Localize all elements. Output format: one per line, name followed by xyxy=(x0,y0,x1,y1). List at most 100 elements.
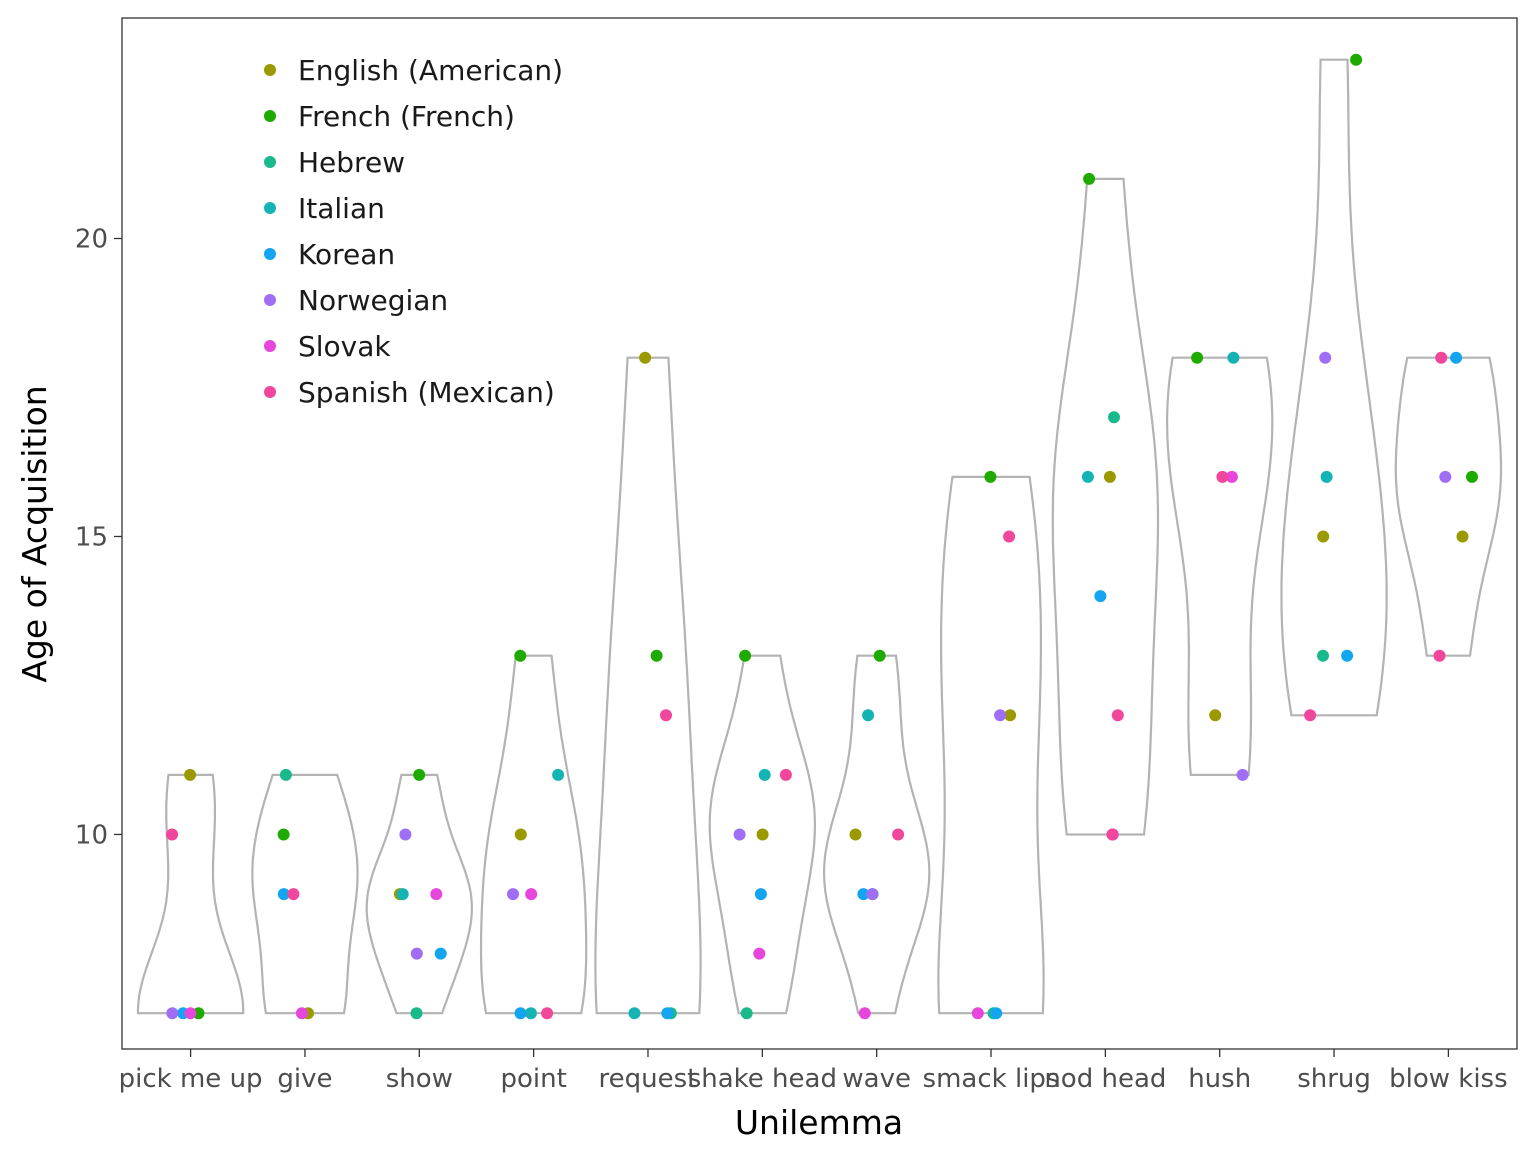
point-italian-wave xyxy=(862,709,875,722)
points-layer xyxy=(166,53,1478,1020)
point-slovak-give xyxy=(295,1007,308,1020)
legend-label-slovak: Slovak xyxy=(298,330,391,363)
point-korean-shrug xyxy=(1341,649,1354,662)
point-korean-blow-kiss xyxy=(1450,351,1463,364)
point-norwegian-blow-kiss xyxy=(1439,470,1452,483)
point-english-american-request xyxy=(639,351,652,364)
point-norwegian-show xyxy=(410,947,423,960)
legend-label-french-french: French (French) xyxy=(298,100,515,133)
point-korean-shake-head xyxy=(754,888,767,901)
y-tick-label-10: 10 xyxy=(75,820,108,850)
point-italian-show xyxy=(396,888,409,901)
point-norwegian-shrug xyxy=(1319,351,1332,364)
point-italian-point xyxy=(552,768,565,781)
x-tick-label-request: request xyxy=(599,1064,698,1094)
point-korean-smack-lips xyxy=(990,1007,1003,1020)
legend-key-korean xyxy=(264,248,276,260)
point-french-french-wave xyxy=(873,649,886,662)
x-tick-label-show: show xyxy=(386,1064,453,1094)
y-axis: 10 15 20 xyxy=(75,225,122,850)
x-tick-label-shrug: shrug xyxy=(1297,1064,1371,1094)
violin-wave xyxy=(823,654,931,1015)
point-norwegian-shake-head xyxy=(733,828,746,841)
point-korean-point xyxy=(514,1007,527,1020)
point-hebrew-nod-head xyxy=(1108,411,1120,424)
legend-label-english-american: English (American) xyxy=(298,54,563,87)
legend: English (American) French (French) Hebrew I… xyxy=(264,54,563,409)
point-italian-hush xyxy=(1227,351,1240,364)
point-english-american-shake-head xyxy=(756,828,769,841)
legend-label-hebrew: Hebrew xyxy=(298,146,405,179)
violin-blow-kiss xyxy=(1394,356,1503,657)
point-korean-nod-head xyxy=(1094,590,1107,603)
point-italian-point xyxy=(524,1007,537,1020)
x-tick-label-blow-kiss: blow kiss xyxy=(1389,1064,1508,1094)
point-english-american-pick-me-up xyxy=(184,768,197,781)
x-tick-label-nod-head: nod head xyxy=(1044,1064,1166,1094)
point-spanish-mexican-wave xyxy=(892,828,905,841)
point-korean-give xyxy=(277,888,290,901)
point-french-french-shrug xyxy=(1350,53,1363,66)
point-french-french-give xyxy=(277,828,290,841)
x-tick-label-wave: wave xyxy=(842,1064,911,1094)
point-spanish-mexican-pick-me-up xyxy=(166,828,179,841)
violin-point xyxy=(479,654,588,1015)
point-slovak-point xyxy=(525,888,538,901)
point-spanish-mexican-blow-kiss xyxy=(1433,649,1446,662)
point-english-american-wave xyxy=(849,828,862,841)
legend-key-hebrew xyxy=(264,156,276,168)
point-norwegian-wave xyxy=(866,888,879,901)
point-french-french-point xyxy=(514,649,527,662)
point-spanish-mexican-point xyxy=(541,1007,554,1020)
point-italian-shrug xyxy=(1320,470,1333,483)
legend-label-norwegian: Norwegian xyxy=(298,284,448,317)
point-slovak-wave xyxy=(858,1007,871,1020)
point-korean-show xyxy=(434,947,447,960)
point-spanish-mexican-smack-lips xyxy=(1003,530,1016,543)
point-spanish-mexican-nod-head xyxy=(1111,709,1124,722)
point-italian-shake-head xyxy=(758,768,771,781)
violin-smack-lips xyxy=(937,475,1045,1015)
legend-label-korean: Korean xyxy=(298,238,395,271)
point-italian-nod-head xyxy=(1081,470,1094,483)
point-hebrew-show xyxy=(410,1007,423,1020)
point-english-american-smack-lips xyxy=(1004,709,1017,722)
point-english-american-blow-kiss xyxy=(1456,530,1469,543)
legend-key-italian xyxy=(264,202,276,214)
violin-nod-head xyxy=(1051,177,1160,836)
point-spanish-mexican-shrug xyxy=(1304,709,1317,722)
point-spanish-mexican-shake-head xyxy=(779,768,792,781)
point-spanish-mexican-blow-kiss xyxy=(1435,351,1448,364)
plot-panel-border xyxy=(121,17,1518,1050)
point-hebrew-shake-head xyxy=(740,1007,753,1020)
x-tick-label-point: point xyxy=(500,1064,566,1094)
y-axis-title: Age of Acquisition xyxy=(15,385,54,682)
y-tick-label-20: 20 xyxy=(75,225,108,255)
point-french-french-blow-kiss xyxy=(1466,470,1478,483)
violin-hush xyxy=(1166,356,1274,776)
violin-pick-me-up xyxy=(136,773,245,1015)
point-english-american-nod-head xyxy=(1103,470,1116,483)
point-french-french-smack-lips xyxy=(984,470,997,483)
point-hebrew-shrug xyxy=(1317,649,1329,662)
point-korean-wave xyxy=(857,888,870,901)
point-french-french-nod-head xyxy=(1083,172,1096,185)
point-spanish-mexican-hush xyxy=(1216,470,1229,483)
point-slovak-hush xyxy=(1225,470,1238,483)
point-norwegian-show xyxy=(399,828,412,841)
point-norwegian-point xyxy=(507,888,519,901)
point-english-american-hush xyxy=(1209,709,1222,722)
point-slovak-smack-lips xyxy=(971,1007,984,1020)
point-english-american-shrug xyxy=(1317,530,1330,543)
x-tick-label-hush: hush xyxy=(1188,1064,1251,1094)
x-tick-label-give: give xyxy=(277,1064,332,1094)
violin-request xyxy=(594,356,702,1015)
point-slovak-show xyxy=(430,888,443,901)
legend-label-italian: Italian xyxy=(298,192,385,225)
point-english-american-point xyxy=(514,828,527,841)
legend-key-spanish-mexican xyxy=(264,386,276,398)
point-norwegian-hush xyxy=(1236,768,1249,781)
point-spanish-mexican-give xyxy=(287,888,300,901)
